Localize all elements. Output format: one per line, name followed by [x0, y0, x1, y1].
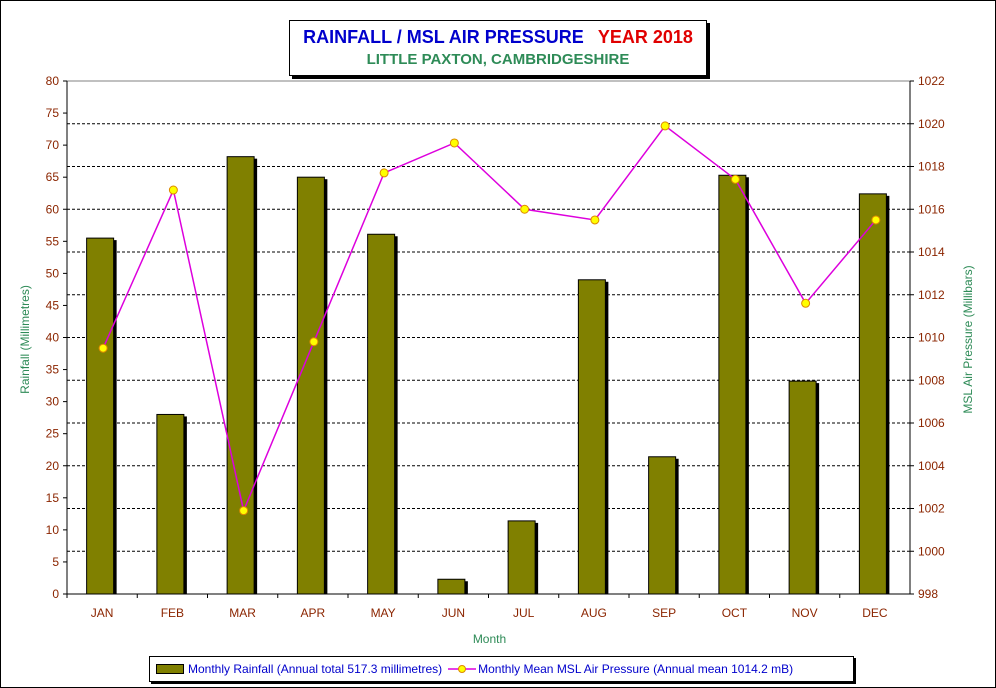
- bar-rainfall: [648, 456, 677, 595]
- x-axis-title: Month: [473, 632, 506, 646]
- x-tick-label: NOV: [792, 606, 818, 620]
- bar-rainfall: [577, 279, 606, 595]
- right-tick-label: 998: [918, 587, 938, 601]
- right-tick-label: 1008: [918, 373, 945, 387]
- chart-legend: Monthly Rainfall (Annual total 517.3 mil…: [149, 656, 854, 682]
- bar-rainfall: [718, 174, 747, 595]
- x-tick-label: DEC: [862, 606, 888, 620]
- point-pressure: [660, 121, 670, 131]
- left-tick-label: 45: [46, 298, 60, 312]
- left-tick-label: 25: [46, 427, 60, 441]
- x-tick-label: SEP: [652, 606, 676, 620]
- left-tick-label: 0: [52, 587, 59, 601]
- right-tick-label: 1002: [918, 502, 945, 516]
- chart-subtitle: LITTLE PAXTON, CAMBRIDGESHIRE: [366, 51, 630, 68]
- point-pressure: [309, 337, 319, 347]
- bar-rainfall: [367, 233, 396, 595]
- right-tick-label: 1006: [918, 416, 945, 430]
- point-pressure: [239, 506, 249, 516]
- x-tick-label: AUG: [581, 606, 607, 620]
- legend-bar-swatch: [156, 664, 184, 674]
- bar-rainfall: [296, 176, 325, 595]
- left-tick-label: 75: [46, 106, 60, 120]
- legend-item-pressure: Monthly Mean MSL Air Pressure (Annual me…: [448, 662, 793, 676]
- bar-rainfall: [226, 156, 255, 595]
- point-pressure: [590, 215, 600, 225]
- right-tick-label: 1000: [918, 544, 945, 558]
- right-tick-label: 1014: [918, 245, 945, 259]
- left-tick-label: 5: [52, 555, 59, 569]
- point-pressure: [168, 185, 178, 195]
- legend-line-swatch: [448, 665, 477, 673]
- bar-rainfall: [156, 413, 185, 595]
- bar-rainfall: [858, 193, 887, 595]
- bar-rainfall: [86, 237, 115, 595]
- bar-rainfall: [507, 520, 536, 595]
- chart-title-box: RAINFALL / MSL AIR PRESSURE YEAR 2018 LIT…: [289, 20, 707, 76]
- right-tick-label: 1012: [918, 288, 945, 302]
- point-pressure: [98, 343, 108, 353]
- left-tick-label: 65: [46, 170, 60, 184]
- chart-title-year: YEAR 2018: [597, 27, 693, 47]
- chart-title: RAINFALL / MSL AIR PRESSURE: [303, 27, 584, 47]
- right-tick-label: 1022: [918, 74, 945, 88]
- y2-axis-title: MSL Air Pressure (Millibars): [961, 265, 975, 413]
- left-tick-label: 70: [46, 138, 60, 152]
- left-tick-label: 10: [46, 523, 60, 537]
- left-tick-label: 15: [46, 491, 60, 505]
- left-tick-label: 20: [46, 459, 60, 473]
- left-tick-label: 80: [46, 74, 60, 88]
- left-tick-label: 50: [46, 266, 60, 280]
- right-tick-label: 1018: [918, 160, 945, 174]
- left-tick-label: 55: [46, 234, 60, 248]
- legend-label-pressure: Monthly Mean MSL Air Pressure (Annual me…: [478, 662, 794, 676]
- chart-title-line: RAINFALL / MSL AIR PRESSURE YEAR 2018: [290, 27, 706, 48]
- x-tick-label: OCT: [722, 606, 748, 620]
- y-axis-title: Rainfall (Millimetres): [18, 285, 32, 394]
- legend-label-rainfall: Monthly Rainfall (Annual total 517.3 mil…: [188, 662, 443, 676]
- right-tick-label: 1010: [918, 331, 945, 345]
- point-pressure: [871, 215, 881, 225]
- left-tick-label: 40: [46, 331, 60, 345]
- legend-item-rainfall: Monthly Rainfall (Annual total 517.3 mil…: [156, 662, 442, 676]
- x-tick-label: MAR: [229, 606, 256, 620]
- line-pressure: [102, 124, 877, 514]
- point-pressure: [520, 204, 530, 214]
- bar-rainfall: [788, 380, 817, 595]
- right-tick-label: 1020: [918, 117, 945, 131]
- point-pressure: [730, 174, 740, 184]
- point-pressure: [801, 298, 811, 308]
- right-tick-label: 1004: [918, 459, 945, 473]
- x-tick-label: JUN: [442, 606, 465, 620]
- x-tick-label: JUL: [513, 606, 535, 620]
- point-pressure: [379, 168, 389, 178]
- x-tick-label: MAY: [371, 606, 396, 620]
- x-tick-label: APR: [301, 606, 326, 620]
- x-tick-label: FEB: [161, 606, 184, 620]
- left-tick-label: 35: [46, 363, 60, 377]
- left-tick-label: 30: [46, 395, 60, 409]
- bar-rainfall: [437, 578, 466, 595]
- point-pressure: [449, 138, 459, 148]
- right-tick-label: 1016: [918, 202, 945, 216]
- x-tick-label: JAN: [91, 606, 114, 620]
- left-tick-label: 60: [46, 202, 60, 216]
